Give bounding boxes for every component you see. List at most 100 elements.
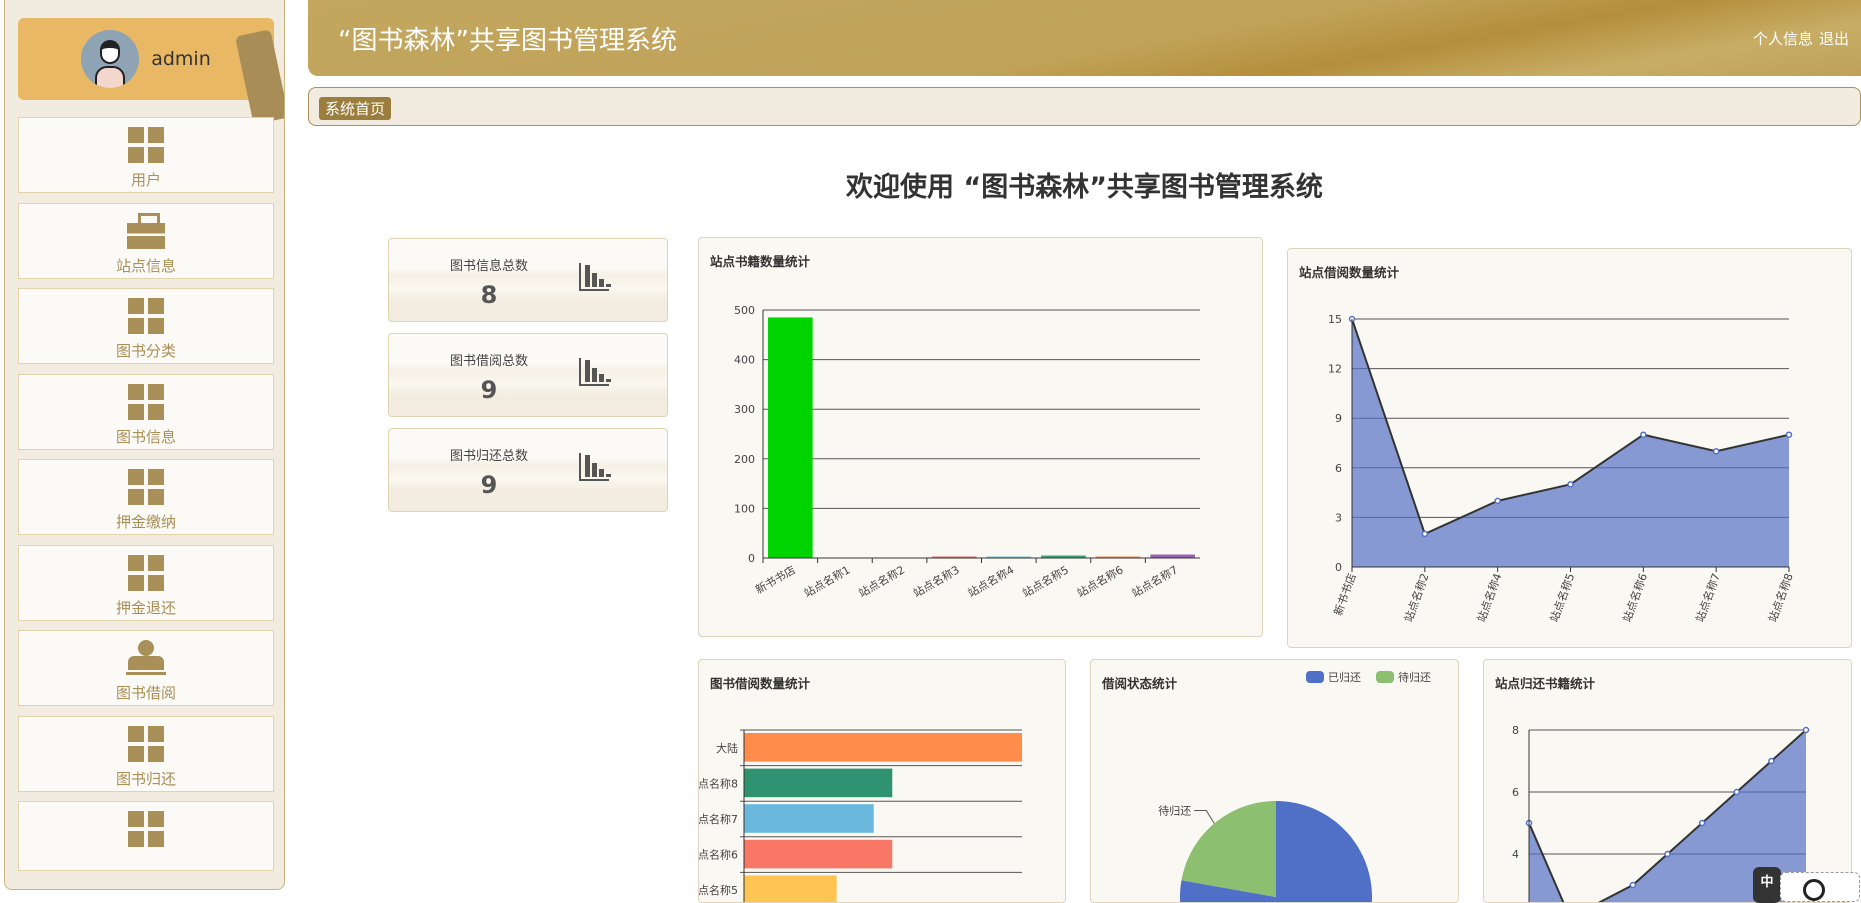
x-tick-label: 站点名称7: [1129, 562, 1180, 600]
y-tick-label: 3: [1335, 511, 1342, 524]
y-tick-label: 站点名称6: [699, 848, 738, 862]
legend-swatch: [1376, 671, 1394, 683]
y-tick-label: 4: [1512, 848, 1519, 861]
grid-icon: [128, 298, 164, 334]
data-point: [1664, 850, 1671, 858]
bar: [744, 768, 893, 798]
chart-title: 图书借阅数量统计: [710, 676, 811, 691]
bar: [931, 556, 977, 558]
sidebar-item-more[interactable]: [18, 801, 274, 871]
bar: [768, 317, 813, 558]
bar-chart-icon: [579, 263, 611, 291]
area-fill: [1352, 319, 1789, 567]
x-tick-label: 站点名称4: [1474, 571, 1505, 624]
x-tick-label: 站点名称1: [801, 562, 852, 600]
x-tick-label: 新书书店: [1331, 571, 1359, 617]
x-tick-label: 站点名称6: [1074, 562, 1125, 600]
assistant-widget[interactable]: [1780, 872, 1860, 902]
decorative-fold: [235, 29, 284, 125]
avatar: [81, 30, 140, 88]
sidebar-item-4[interactable]: 图书信息: [18, 373, 274, 450]
label-line: [1194, 809, 1215, 824]
x-tick-label: 站点名称7: [1692, 571, 1723, 624]
stat-value: 9: [480, 471, 498, 499]
sidebar-item-label: 图书分类: [115, 342, 176, 360]
chart-book-borrows: 图书借阅数量统计 大陆站点名称8 站点名称7 站点名称6 站点名称5: [698, 659, 1066, 903]
data-point: [1567, 481, 1574, 488]
grid-icon: [128, 811, 164, 847]
chart-title: 借阅状态统计: [1102, 676, 1178, 691]
sidebar-item-7[interactable]: 图书借阅: [18, 630, 274, 706]
stat-card: 图书归还总数 9: [388, 428, 668, 512]
slice-label: 待归还: [1158, 803, 1191, 817]
y-tick-label: 100: [734, 502, 755, 515]
sidebar-item-1[interactable]: 用户: [18, 117, 274, 193]
sidebar-item-8[interactable]: 图书归还: [18, 715, 274, 792]
y-tick-label: 站点名称7: [699, 812, 738, 826]
stat-label: 图书归还总数: [449, 449, 528, 464]
sidebar-item-label: 押金缴纳: [115, 513, 176, 531]
chart-title: 站点归还书籍统计: [1495, 676, 1596, 691]
y-tick-label: 6: [1335, 462, 1342, 475]
bar: [1150, 554, 1195, 558]
y-tick-label: 0: [1335, 561, 1342, 574]
y-tick-label: 15: [1328, 313, 1342, 326]
data-point: [1733, 788, 1740, 796]
y-tick-label: 500: [734, 304, 755, 317]
bar-chart-icon: [579, 358, 611, 386]
sidebar-item-5[interactable]: 押金缴纳: [18, 459, 274, 535]
sidebar-item-label: 图书归还: [115, 769, 176, 788]
chart-title: 站点书籍数量统计: [710, 254, 811, 269]
bar-chart-icon: [579, 453, 611, 481]
briefcase-icon: [127, 212, 165, 249]
stamp-icon: [126, 640, 166, 676]
stat-card: 图书信息总数 8: [388, 238, 668, 322]
x-tick-label: 站点名称5: [1547, 571, 1578, 624]
sidebar-item-3[interactable]: 图书分类: [18, 288, 274, 364]
x-tick-label: 站点名称2: [856, 562, 907, 600]
page-title: 欢迎使用 “图书森林”共享图书管理系统: [846, 172, 1323, 203]
y-tick-label: 12: [1328, 363, 1342, 376]
app-title: “图书森林”共享图书管理系统: [338, 26, 677, 56]
profile-link[interactable]: 个人信息: [1752, 30, 1813, 48]
data-point: [1698, 819, 1706, 827]
y-tick-label: 300: [734, 403, 755, 416]
sidebar-item-label: 站点信息: [115, 256, 176, 275]
x-tick-label: 站点名称6: [1620, 571, 1651, 624]
bar: [986, 556, 1032, 558]
grid-icon: [128, 725, 164, 762]
y-tick-label: 大陆: [716, 741, 738, 755]
grid-icon: [128, 554, 164, 591]
avatar-icon: [1803, 879, 1825, 901]
bar: [744, 733, 1022, 762]
grid-icon: [128, 383, 164, 420]
chart-station-borrows: 站点借阅数量统计 0 3 6 9 12 15 新书书店 站点名称2 站点名称4 站点名称5 站点名称…: [1287, 248, 1852, 648]
x-tick-label: 新书书店: [753, 562, 798, 596]
y-tick-label: 站点名称5: [699, 883, 738, 897]
x-tick-label: 站点名称4: [965, 562, 1016, 600]
bar: [744, 839, 893, 869]
chart-title: 站点借阅数量统计: [1299, 265, 1400, 280]
breadcrumb-home[interactable]: 系统首页: [319, 97, 392, 120]
username: admin: [151, 48, 211, 70]
logout-link[interactable]: 退出: [1818, 30, 1849, 48]
x-tick-label: 站点名称2: [1401, 571, 1432, 624]
legend-label: 待归还: [1398, 670, 1431, 684]
data-point: [1421, 530, 1429, 538]
stat-card: 图书借阅总数 9: [388, 333, 668, 417]
chart-station-returns: 站点归还书籍统计 4 6 8: [1483, 659, 1852, 903]
ime-indicator[interactable]: 中: [1753, 867, 1781, 903]
sidebar-item-2[interactable]: 站点信息: [18, 202, 274, 279]
bar: [1041, 555, 1086, 558]
data-point: [1494, 497, 1501, 505]
sidebar-item-label: 用户: [130, 171, 161, 189]
legend-swatch: [1306, 671, 1324, 683]
area-fill: [1529, 730, 1806, 902]
sidebar-item-6[interactable]: 押金退还: [18, 544, 274, 621]
breadcrumb: 系统首页: [308, 87, 1861, 126]
user-profile-card[interactable]: admin: [18, 18, 284, 125]
y-labels: 大陆站点名称8 站点名称7 站点名称6 站点名称5: [699, 741, 738, 897]
legend-label: 已归还: [1328, 670, 1361, 684]
y-tick-label: 6: [1512, 786, 1519, 799]
stat-label: 图书信息总数: [449, 259, 528, 274]
